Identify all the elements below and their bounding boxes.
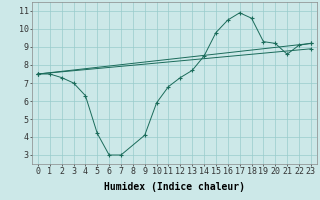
X-axis label: Humidex (Indice chaleur): Humidex (Indice chaleur)	[104, 182, 245, 192]
